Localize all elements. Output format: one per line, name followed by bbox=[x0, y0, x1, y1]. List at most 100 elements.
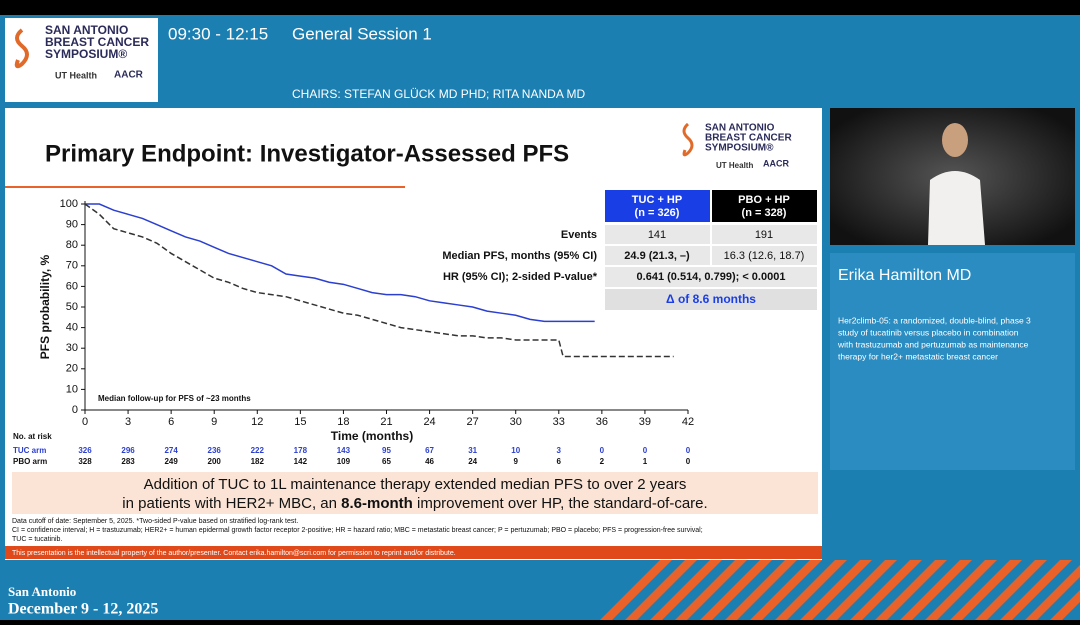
risk-value: 67 bbox=[425, 446, 434, 455]
stats-header: (n = 326) bbox=[635, 207, 680, 219]
risk-value: 3 bbox=[557, 446, 562, 455]
session-time: 09:30 - 12:15 bbox=[168, 24, 268, 43]
x-tick-label: 6 bbox=[168, 416, 174, 428]
risk-value: 31 bbox=[468, 446, 477, 455]
risk-value: 249 bbox=[164, 457, 178, 466]
risk-title: No. at risk bbox=[13, 432, 52, 441]
risk-value: 10 bbox=[511, 446, 520, 455]
speaker-desc: with trastuzumab and pertuzumab as maint… bbox=[837, 339, 1029, 349]
y-tick-label: 80 bbox=[66, 239, 78, 251]
risk-value: 0 bbox=[600, 446, 605, 455]
logo-partner: UT Health bbox=[55, 70, 97, 80]
stats-header: TUC + HP bbox=[632, 194, 682, 206]
x-tick-label: 42 bbox=[682, 416, 694, 428]
risk-value: 65 bbox=[382, 457, 391, 466]
risk-row-label: TUC arm bbox=[13, 446, 46, 455]
stats-header: PBO + HP bbox=[738, 194, 790, 206]
stats-value: 24.9 (21.3, –) bbox=[624, 250, 690, 262]
logo-mark bbox=[14, 28, 29, 69]
risk-value: 178 bbox=[294, 446, 308, 455]
logo-box bbox=[5, 18, 158, 102]
slide-title: Primary Endpoint: Investigator-Assessed … bbox=[45, 140, 569, 167]
session-name: General Session 1 bbox=[292, 24, 432, 43]
disclaimer-bar bbox=[5, 546, 822, 559]
stats-cell bbox=[605, 289, 817, 310]
speaker-desc: Her2climb-05: a randomized, double-blind… bbox=[838, 315, 1031, 325]
risk-value: 9 bbox=[513, 457, 518, 466]
footer-stripes bbox=[600, 560, 1080, 620]
risk-value: 142 bbox=[294, 457, 308, 466]
risk-value: 0 bbox=[643, 446, 648, 455]
footer-city: San Antonio bbox=[8, 584, 76, 599]
y-tick-label: 40 bbox=[66, 322, 78, 334]
x-tick-label: 0 bbox=[82, 416, 88, 428]
risk-value: 0 bbox=[686, 446, 691, 455]
footnote: Data cutoff of date: September 5, 2025. … bbox=[12, 518, 298, 525]
speaker-body bbox=[928, 171, 985, 245]
stats-value: 16.3 (12.6, 18.7) bbox=[724, 250, 805, 262]
slide-logo-mark bbox=[682, 122, 694, 157]
y-tick-label: 30 bbox=[66, 342, 78, 354]
footer-dates: December 9 - 12, 2025 bbox=[8, 601, 158, 618]
x-tick-label: 27 bbox=[467, 416, 479, 428]
risk-value: 95 bbox=[382, 446, 391, 455]
y-axis-label: PFS probability, % bbox=[38, 254, 52, 359]
risk-value: 46 bbox=[425, 457, 434, 466]
x-tick-label: 3 bbox=[125, 416, 131, 428]
risk-value: 143 bbox=[337, 446, 351, 455]
risk-value: 283 bbox=[121, 457, 135, 466]
x-axis-label: Time (months) bbox=[331, 429, 413, 443]
stats-cell bbox=[712, 246, 817, 265]
y-tick-label: 20 bbox=[66, 363, 78, 375]
risk-value: 326 bbox=[78, 446, 92, 455]
survival-curve bbox=[85, 203, 595, 323]
stats-header-tuc bbox=[605, 190, 710, 222]
risk-row-label: PBO arm bbox=[13, 457, 47, 466]
conclusion-text: improvement over HP, the standard-of-car… bbox=[413, 495, 708, 512]
stats-cell bbox=[605, 246, 710, 265]
conclusion-line: in patients with HER2+ MBC, an 8.6-month… bbox=[122, 495, 707, 512]
risk-value: 328 bbox=[78, 457, 92, 466]
chairs: CHAIRS: STEFAN GLÜCK MD PHD; RITA NANDA … bbox=[292, 87, 585, 101]
stats-cell bbox=[605, 267, 817, 287]
stats-cell bbox=[605, 225, 710, 244]
speaker-desc: therapy for her2+ metastatic breast canc… bbox=[838, 351, 998, 361]
risk-value: 1 bbox=[643, 457, 648, 466]
slide-logo-text: SAN ANTONIO bbox=[705, 123, 775, 134]
stats-value: 191 bbox=[755, 229, 773, 241]
y-tick-label: 100 bbox=[60, 198, 78, 210]
y-tick-label: 90 bbox=[66, 219, 78, 231]
risk-value: 24 bbox=[468, 457, 477, 466]
x-tick-label: 24 bbox=[423, 416, 435, 428]
y-tick-label: 60 bbox=[66, 280, 78, 292]
y-tick-label: 50 bbox=[66, 301, 78, 313]
logo-partner: AACR bbox=[114, 70, 144, 81]
risk-value: 2 bbox=[600, 457, 605, 466]
slide-logo-partner: AACR bbox=[763, 158, 789, 168]
stats-label: Median PFS, months (95% CI) bbox=[442, 250, 597, 262]
conclusion-emphasis: 8.6-month bbox=[341, 495, 413, 512]
conclusion-box bbox=[12, 472, 818, 514]
stats-header-pbo bbox=[712, 190, 817, 222]
speaker-panel bbox=[830, 253, 1075, 470]
speaker-desc: study of tucatinib versus placebo in com… bbox=[838, 327, 1019, 337]
conclusion-text: in patients with HER2+ MBC, an bbox=[122, 495, 341, 512]
stats-label: Events bbox=[561, 229, 597, 241]
x-tick-label: 9 bbox=[211, 416, 217, 428]
stats-label: HR (95% CI); 2-sided P-value* bbox=[443, 271, 598, 283]
logo-text: SAN ANTONIO bbox=[45, 23, 128, 37]
x-tick-label: 36 bbox=[596, 416, 608, 428]
risk-value: 222 bbox=[251, 446, 265, 455]
x-tick-label: 21 bbox=[380, 416, 392, 428]
x-tick-label: 18 bbox=[337, 416, 349, 428]
stats-delta: Δ of 8.6 months bbox=[666, 292, 756, 306]
stats-value: 141 bbox=[648, 229, 666, 241]
x-tick-label: 12 bbox=[251, 416, 263, 428]
footnote: TUC = tucatinib. bbox=[12, 536, 62, 543]
logo-text: BREAST CANCER bbox=[45, 35, 149, 49]
risk-value: 274 bbox=[164, 446, 178, 455]
x-tick-label: 39 bbox=[639, 416, 651, 428]
speaker-name: Erika Hamilton MD bbox=[838, 267, 971, 284]
risk-value: 182 bbox=[251, 457, 265, 466]
